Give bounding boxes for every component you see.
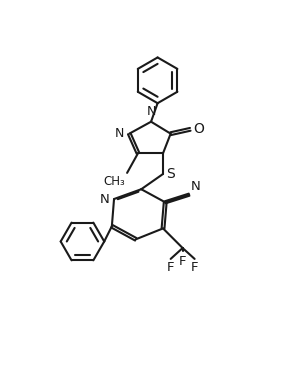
Text: N: N	[146, 105, 156, 118]
Text: S: S	[166, 167, 174, 181]
Text: N: N	[115, 127, 124, 140]
Text: F: F	[191, 261, 198, 274]
Text: CH₃: CH₃	[103, 175, 125, 188]
Text: O: O	[193, 122, 204, 136]
Text: N: N	[191, 180, 201, 193]
Text: F: F	[167, 261, 174, 274]
Text: F: F	[179, 255, 186, 268]
Text: N: N	[100, 193, 109, 205]
